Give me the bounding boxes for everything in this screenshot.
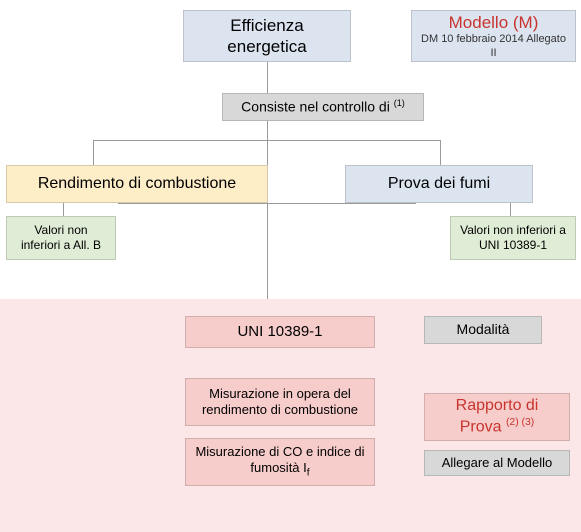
modello-box: Modello (M) DM 10 febbraio 2014 Allegato… [411, 10, 576, 62]
efficienza-label: Efficienza energetica [192, 15, 342, 58]
valori-uni-box: Valori non inferiori a UNI 10389-1 [450, 216, 576, 260]
efficienza-box: Efficienza energetica [183, 10, 351, 62]
modalita-label: Modalità [457, 321, 510, 339]
modello-subtitle: DM 10 febbraio 2014 Allegato II [420, 33, 567, 61]
allegare-label: Allegare al Modello [442, 455, 553, 471]
valori-allb-box: Valori non inferiori a All. B [6, 216, 116, 260]
consiste-box: Consiste nel controllo di (1) [222, 93, 424, 121]
allegare-box: Allegare al Modello [424, 450, 570, 476]
prova-fumi-box: Prova dei fumi [345, 165, 533, 203]
modalita-box: Modalità [424, 316, 542, 344]
consiste-label: Consiste nel controllo di (1) [241, 98, 405, 116]
rapporto-box: Rapporto di Prova (2) (3) [424, 393, 570, 441]
valori-uni-label: Valori non inferiori a UNI 10389-1 [459, 223, 567, 253]
rendimento-label: Rendimento di combustione [38, 174, 236, 194]
misurazione-rendimento-box: Misurazione in opera del rendimento di c… [185, 378, 375, 426]
prova-fumi-label: Prova dei fumi [388, 174, 490, 194]
uni-box: UNI 10389-1 [185, 316, 375, 348]
uni-label: UNI 10389-1 [237, 323, 322, 342]
valori-allb-label: Valori non inferiori a All. B [15, 223, 107, 253]
misurazione-co-label: Misurazione di CO e indice di fumosità I… [194, 444, 366, 481]
rendimento-box: Rendimento di combustione [6, 165, 268, 203]
rapporto-label: Rapporto di Prova (2) (3) [433, 396, 561, 437]
modello-title: Modello (M) [420, 12, 567, 33]
misurazione-rendimento-label: Misurazione in opera del rendimento di c… [194, 386, 366, 419]
misurazione-co-box: Misurazione di CO e indice di fumosità I… [185, 438, 375, 486]
